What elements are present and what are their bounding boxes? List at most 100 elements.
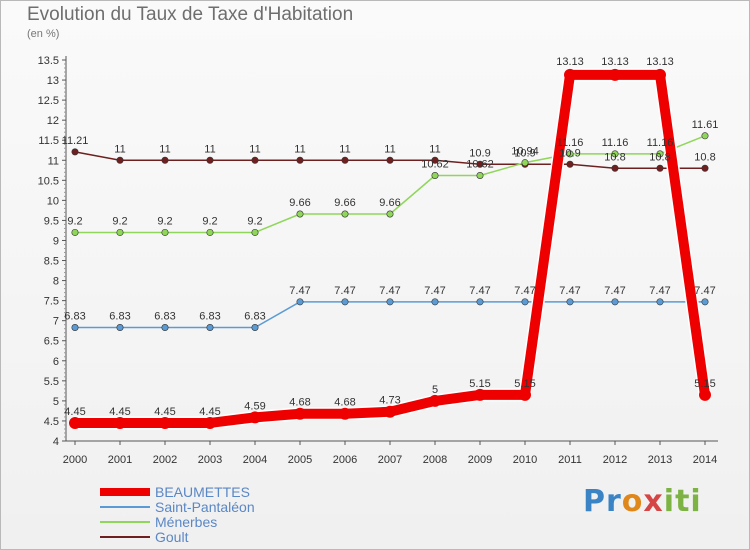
data-point bbox=[206, 324, 214, 332]
data-point bbox=[474, 388, 486, 401]
data-label: 11.16 bbox=[602, 137, 629, 149]
data-point bbox=[251, 228, 259, 236]
y-tick-label: 5.5 bbox=[44, 376, 59, 388]
data-label: 10.8 bbox=[604, 151, 625, 163]
data-label: 5.15 bbox=[694, 378, 715, 390]
data-label: 10.8 bbox=[694, 151, 715, 163]
data-label: 4.68 bbox=[289, 397, 310, 409]
data-point bbox=[296, 210, 304, 218]
data-point bbox=[249, 411, 261, 424]
data-label: 11.16 bbox=[557, 137, 584, 149]
data-point bbox=[699, 388, 711, 401]
data-label: 7.47 bbox=[694, 285, 715, 297]
data-label: 7.47 bbox=[559, 285, 580, 297]
data-label: 9.2 bbox=[247, 215, 262, 227]
y-tick-label: 8.5 bbox=[44, 256, 59, 268]
data-point bbox=[71, 148, 79, 156]
data-point bbox=[386, 298, 394, 306]
y-tick-label: 6 bbox=[53, 356, 59, 368]
data-point bbox=[609, 68, 621, 81]
data-point bbox=[206, 228, 214, 236]
data-label: 4.45 bbox=[154, 406, 175, 418]
data-point bbox=[116, 228, 124, 236]
data-label: 7.47 bbox=[604, 285, 625, 297]
data-label: 7.47 bbox=[469, 285, 490, 297]
data-point bbox=[701, 164, 709, 172]
data-point bbox=[204, 416, 216, 429]
data-point bbox=[386, 210, 394, 218]
data-point bbox=[384, 405, 396, 418]
x-tick-label: 2013 bbox=[648, 454, 672, 466]
data-label: 6.83 bbox=[64, 311, 85, 323]
chart-title: Evolution du Taux de Taxe d'Habitation bbox=[27, 4, 354, 25]
data-label: 11.16 bbox=[647, 137, 674, 149]
data-point bbox=[161, 156, 169, 164]
y-tick-label: 13.5 bbox=[38, 55, 59, 67]
x-tick-label: 2003 bbox=[198, 454, 222, 466]
x-tick-label: 2004 bbox=[243, 454, 267, 466]
data-label: 6.83 bbox=[109, 311, 130, 323]
data-label: 9.2 bbox=[67, 215, 82, 227]
data-point bbox=[476, 298, 484, 306]
data-point bbox=[429, 394, 441, 407]
data-label: 11 bbox=[294, 143, 305, 155]
y-tick-label: 5 bbox=[53, 396, 59, 408]
data-point bbox=[341, 156, 349, 164]
data-point bbox=[566, 150, 574, 158]
data-label: 10.62 bbox=[421, 159, 449, 171]
data-point bbox=[564, 68, 576, 81]
data-label: 13.13 bbox=[646, 56, 674, 68]
data-label: 9.66 bbox=[289, 197, 310, 209]
data-point bbox=[611, 150, 619, 158]
data-label: 10.9 bbox=[514, 147, 535, 159]
data-label: 7.47 bbox=[289, 285, 310, 297]
data-labels: 11.21 11 11 11 11 11 11 11 11 10.9 10.9 10.9 10.8 10.… bbox=[62, 56, 719, 418]
data-label: 10.94 bbox=[511, 146, 539, 158]
data-point bbox=[341, 298, 349, 306]
y-tick-label: 7.5 bbox=[44, 296, 59, 308]
data-point bbox=[296, 156, 304, 164]
data-point bbox=[251, 156, 259, 164]
x-tick-label: 2014 bbox=[693, 454, 717, 466]
data-point bbox=[159, 416, 171, 429]
y-tick-label: 9 bbox=[53, 235, 59, 247]
y-tick-label: 4 bbox=[53, 436, 59, 448]
data-label: 9.66 bbox=[334, 197, 355, 209]
data-label: 4.73 bbox=[379, 395, 400, 407]
data-point bbox=[519, 388, 531, 401]
x-tick-label: 2011 bbox=[558, 454, 582, 466]
data-label: 10.62 bbox=[466, 159, 494, 171]
data-label: 11 bbox=[384, 143, 395, 155]
data-point bbox=[294, 407, 306, 420]
y-tick-label: 9.5 bbox=[44, 215, 59, 227]
x-tick-label: 2002 bbox=[153, 454, 177, 466]
x-tick-label: 2005 bbox=[288, 454, 312, 466]
data-label: 9.2 bbox=[112, 215, 127, 227]
y-tick-label: 6.5 bbox=[44, 336, 59, 348]
y-tick-label: 8 bbox=[53, 276, 59, 288]
data-label: 10.9 bbox=[559, 147, 580, 159]
data-label: 11 bbox=[339, 143, 350, 155]
data-label: 11 bbox=[114, 143, 125, 155]
data-point bbox=[339, 407, 351, 420]
data-point bbox=[476, 160, 484, 168]
data-point bbox=[161, 324, 169, 332]
axes: 4 4.5 5 5.5 6 6.5 7 7.5 8 8.5 9 9.5 10 10.5 11 11.5 12 12… bbox=[38, 55, 718, 466]
data-point bbox=[251, 324, 259, 332]
data-label: 6.83 bbox=[244, 311, 265, 323]
data-point bbox=[701, 298, 709, 306]
data-label: 11 bbox=[429, 143, 440, 155]
legend-label: Goult bbox=[155, 529, 189, 545]
data-point bbox=[701, 132, 709, 140]
data-point bbox=[341, 210, 349, 218]
x-tick-label: 2001 bbox=[108, 454, 132, 466]
data-point bbox=[611, 298, 619, 306]
data-point bbox=[69, 416, 81, 429]
data-label: 7.47 bbox=[334, 285, 355, 297]
y-tick-label: 10 bbox=[47, 195, 59, 207]
data-label: 4.45 bbox=[64, 406, 85, 418]
data-label: 7.47 bbox=[514, 285, 535, 297]
x-tick-label: 2000 bbox=[63, 454, 87, 466]
